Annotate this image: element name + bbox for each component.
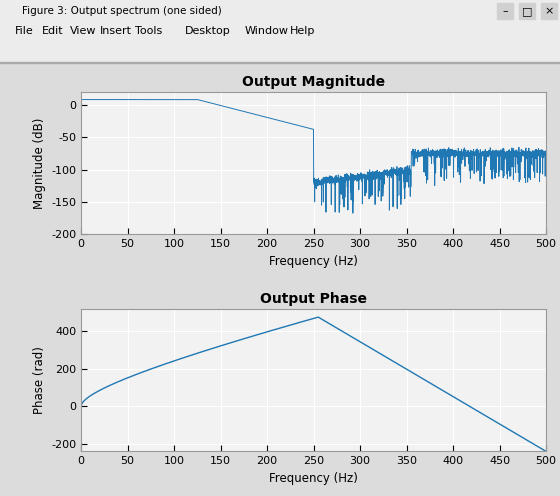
Y-axis label: Phase (rad): Phase (rad) (32, 346, 46, 414)
Bar (0, 40, 560, 62)
Text: Figure 3: Output spectrum (one sided): Figure 3: Output spectrum (one sided) (22, 6, 222, 16)
Bar (519, 3, 535, 19)
Text: Insert: Insert (100, 26, 132, 36)
Title: Output Magnitude: Output Magnitude (242, 75, 385, 89)
Text: ×: × (544, 6, 554, 16)
Text: Help: Help (290, 26, 315, 36)
Bar (0, 22, 560, 40)
Text: □: □ (522, 6, 532, 16)
Text: Window: Window (245, 26, 289, 36)
Text: –: – (502, 6, 508, 16)
Bar (0, 62, 560, 63)
X-axis label: Frequency (Hz): Frequency (Hz) (269, 472, 358, 485)
Bar (497, 3, 513, 19)
Bar (541, 3, 557, 19)
Text: Edit: Edit (42, 26, 64, 36)
Text: File: File (15, 26, 34, 36)
Text: Desktop: Desktop (185, 26, 231, 36)
Text: View: View (70, 26, 96, 36)
Text: Tools: Tools (135, 26, 162, 36)
Title: Output Phase: Output Phase (260, 292, 367, 306)
X-axis label: Frequency (Hz): Frequency (Hz) (269, 255, 358, 268)
Bar (0, 0, 560, 22)
Y-axis label: Magnitude (dB): Magnitude (dB) (32, 118, 46, 209)
